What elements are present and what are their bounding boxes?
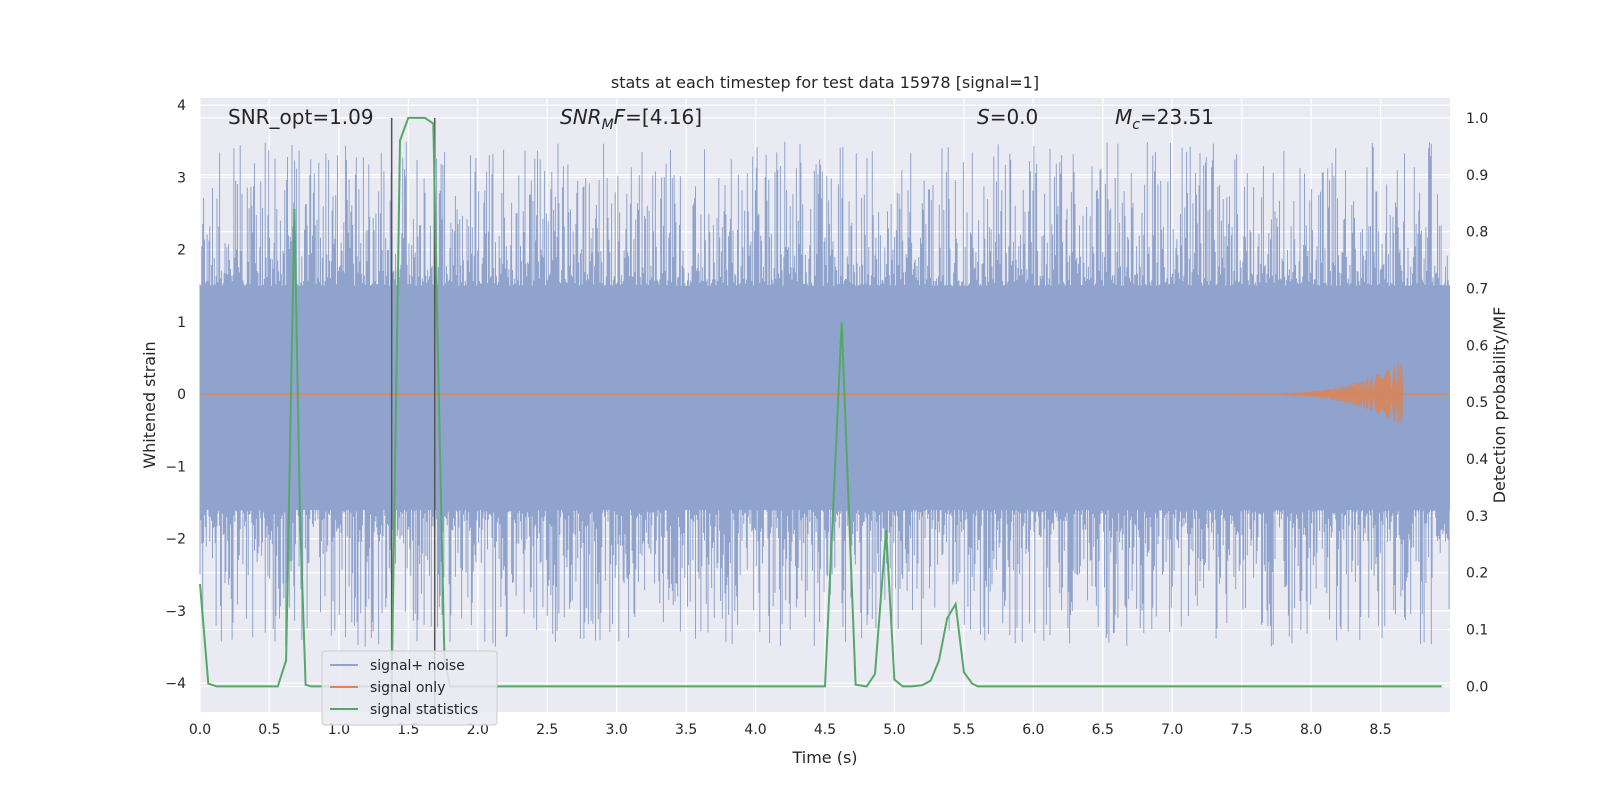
annotation-mc: Mc=23.51	[1115, 105, 1214, 133]
annotation-s-symbol: S	[977, 105, 990, 129]
y-tick-label: 1	[177, 315, 186, 331]
noise-spikes	[199, 141, 1450, 647]
legend-box	[321, 650, 498, 726]
y-tick-label: 2	[177, 243, 186, 259]
x-tick-label: 5.0	[883, 722, 905, 738]
y2-axis-label: Detection probability/MF	[1490, 307, 1509, 504]
y2-tick-label: 1.0	[1466, 111, 1488, 127]
x-tick-label: 7.0	[1161, 722, 1183, 738]
y2-tick-label: 0.5	[1466, 395, 1488, 411]
x-tick-label: 0.5	[258, 722, 280, 738]
x-tick-labels: 0.0 0.5 1.0 1.5 2.0 2.5 3.0 3.5 4.0 4.5 5.0 5.5 6.0 6…	[189, 722, 1392, 738]
x-tick-label: 1.0	[328, 722, 350, 738]
y-tick-label: −2	[165, 532, 186, 548]
y2-tick-label: 0.6	[1466, 338, 1488, 354]
annotation-snr-mf-subscript: M	[602, 117, 614, 133]
x-tick-label: 0.0	[189, 722, 211, 738]
y2-tick-labels: 1.0 0.9 0.8 0.7 0.6 0.5 0.4 0.3 0.2 0.1 0.0	[1466, 111, 1488, 696]
y2-tick-label: 0.9	[1466, 168, 1488, 184]
y-tick-label: −1	[165, 459, 186, 475]
x-tick-label: 3.0	[606, 722, 628, 738]
x-tick-label: 1.5	[397, 722, 419, 738]
x-tick-label: 6.0	[1022, 722, 1044, 738]
y-tick-label: 3	[177, 170, 186, 186]
y2-tick-label: 0.0	[1466, 679, 1488, 695]
legend-label-signal-noise: signal+ noise	[370, 658, 465, 674]
x-tick-label: 4.0	[744, 722, 766, 738]
y-tick-label: 4	[177, 98, 186, 114]
legend-label-signal-statistics: signal statistics	[370, 702, 478, 718]
legend: signal+ noise signal only signal statist…	[321, 650, 498, 726]
x-tick-label: 5.5	[953, 722, 975, 738]
signal-only-chirp	[1241, 363, 1404, 426]
annotation-snr-mf-value: =[4.16]	[625, 105, 702, 129]
x-axis-label: Time (s)	[791, 748, 857, 767]
y-tick-label: 0	[177, 387, 186, 403]
y-axis-label: Whitened strain	[140, 341, 159, 468]
x-tick-label: 8.5	[1369, 722, 1391, 738]
annotation-s-value: =0.0	[990, 105, 1039, 129]
annotation-snr-opt: SNR_opt=1.09	[228, 105, 374, 129]
chart-title: stats at each timestep for test data 159…	[611, 73, 1039, 92]
x-tick-label: 3.5	[675, 722, 697, 738]
x-tick-label: 2.0	[467, 722, 489, 738]
series-signal-noise	[199, 141, 1450, 647]
y-tick-label: −4	[165, 676, 186, 692]
y-tick-labels: 4 3 2 1 0 −1 −2 −3 −4	[165, 98, 186, 692]
y-tick-label: −3	[165, 604, 186, 620]
x-tick-label: 4.5	[814, 722, 836, 738]
y2-tick-label: 0.1	[1466, 623, 1488, 639]
series-signal-only	[200, 363, 1450, 426]
y2-tick-label: 0.7	[1466, 281, 1488, 297]
y2-tick-label: 0.3	[1466, 509, 1488, 525]
x-tick-label: 2.5	[536, 722, 558, 738]
legend-label-signal-only: signal only	[370, 680, 445, 696]
y2-tick-label: 0.8	[1466, 225, 1488, 241]
annotation-mc-subscript: c	[1132, 117, 1140, 133]
annotation-mc-symbol: M	[1115, 105, 1132, 129]
y2-tick-label: 0.4	[1466, 452, 1488, 468]
y2-tick-label: 0.2	[1466, 566, 1488, 582]
annotation-s: S=0.0	[977, 105, 1038, 129]
annotation-snr-mf-symbol-f: F	[614, 105, 626, 129]
x-tick-label: 8.0	[1300, 722, 1322, 738]
annotation-mc-value: =23.51	[1140, 105, 1214, 129]
x-tick-label: 7.5	[1231, 722, 1253, 738]
annotation-snr-mf-symbol: SNR	[560, 105, 602, 129]
x-tick-label: 6.5	[1092, 722, 1114, 738]
annotation-snr-mf: SNRMF=[4.16]	[560, 105, 702, 133]
